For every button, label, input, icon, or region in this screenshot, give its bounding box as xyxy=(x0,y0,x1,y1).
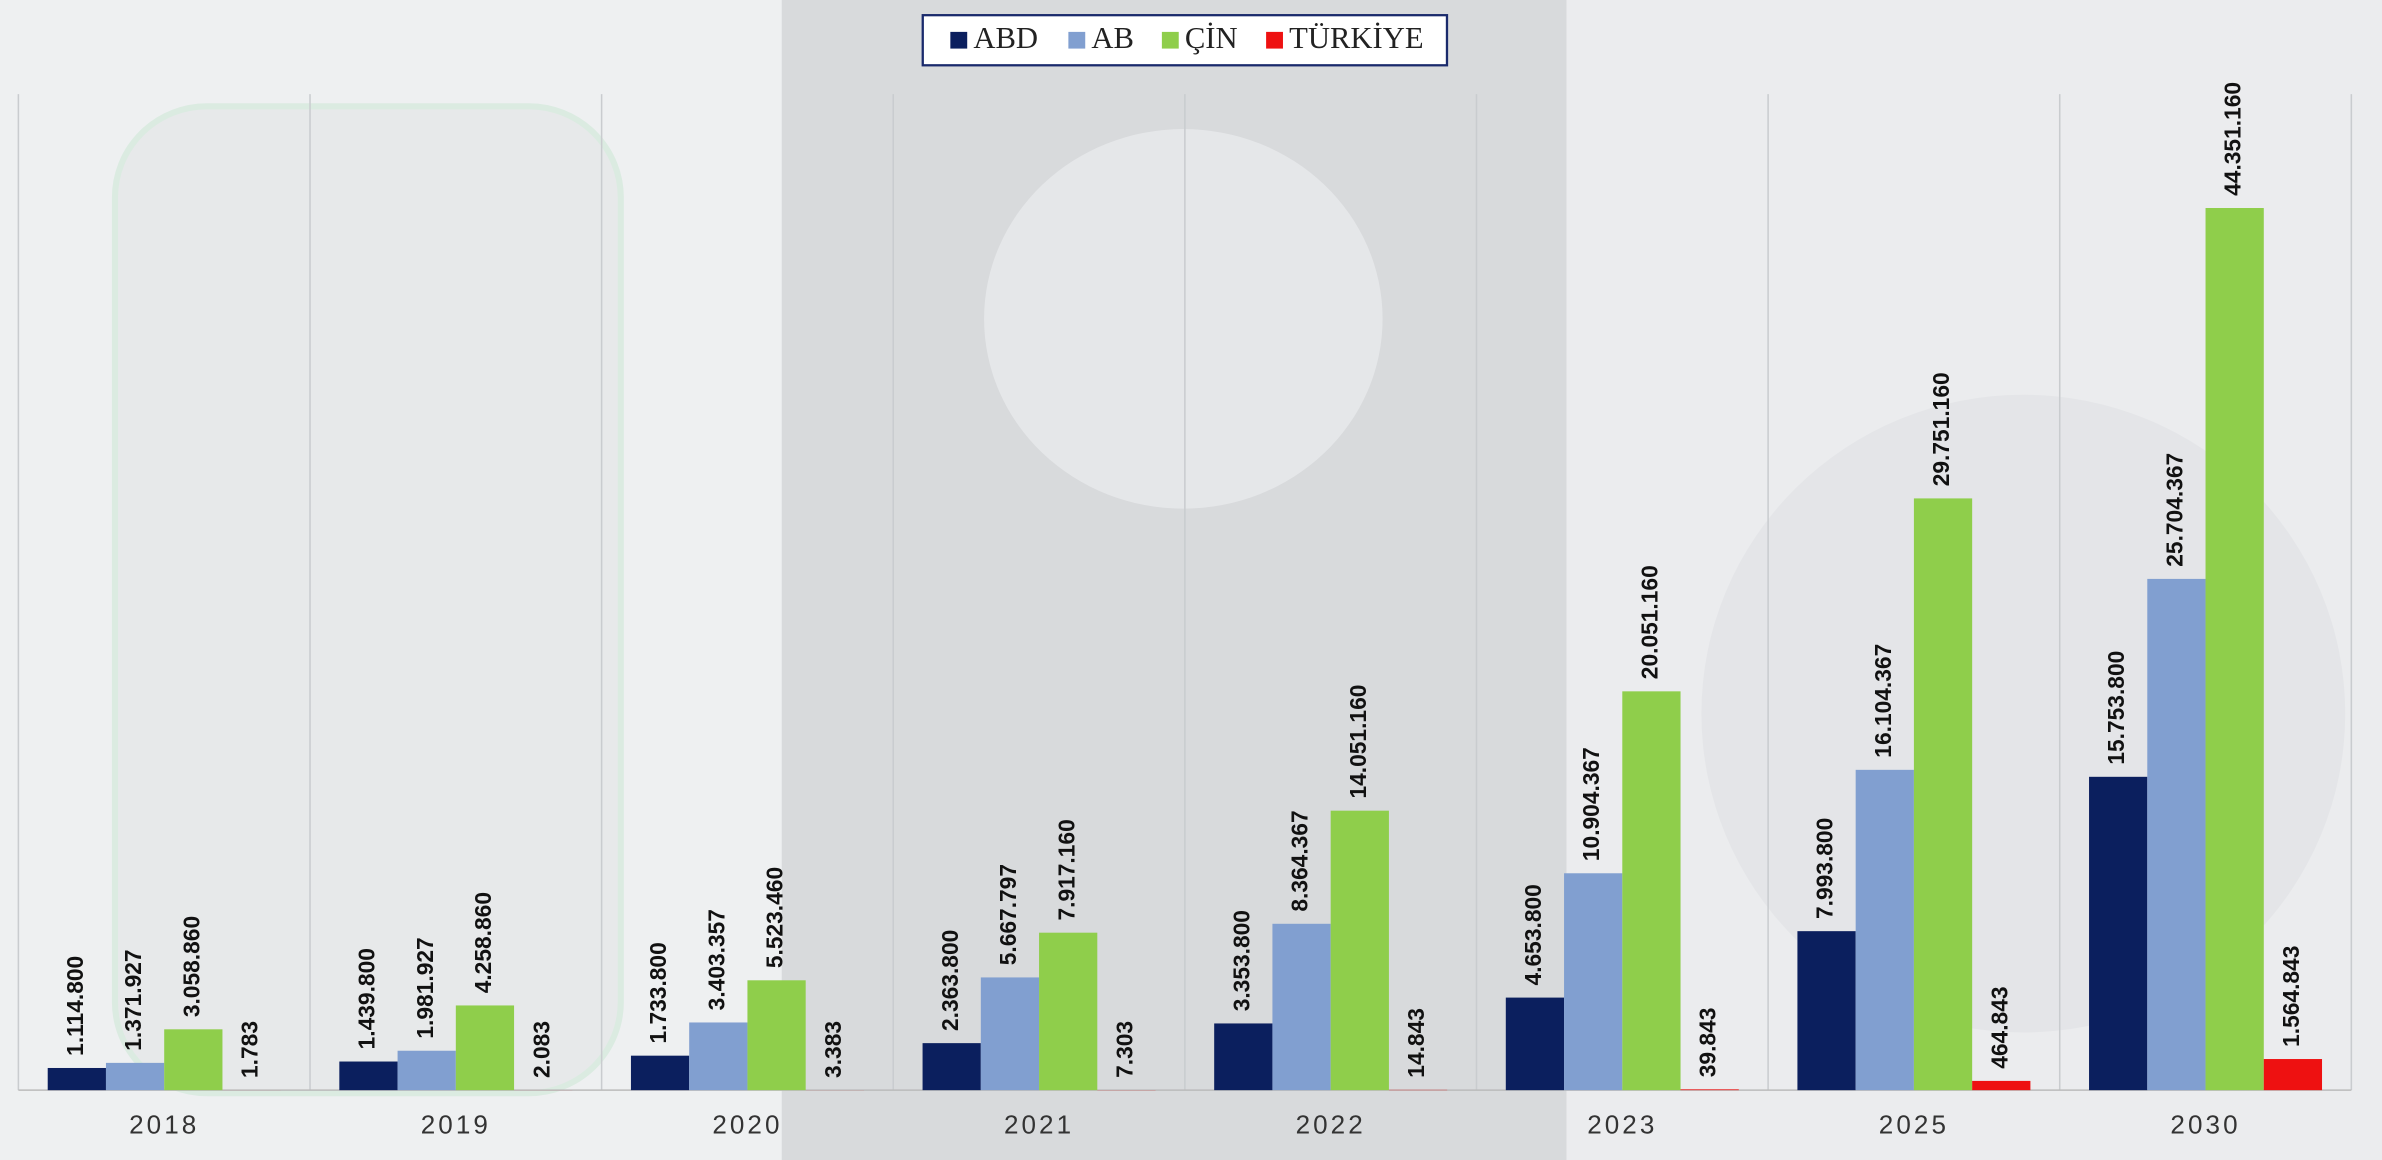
data-label: 29.751.160 xyxy=(1928,372,1954,486)
bar xyxy=(47,1067,106,1091)
data-label: 1.371.927 xyxy=(120,949,146,1050)
background-charger xyxy=(984,129,1383,509)
data-label: 20.051.160 xyxy=(1636,565,1662,679)
x-tick-label: 2020 xyxy=(712,1112,782,1140)
data-label: 4.258.860 xyxy=(470,892,496,993)
legend-swatch xyxy=(1068,31,1086,49)
bar xyxy=(105,1062,165,1091)
bar xyxy=(455,1005,515,1091)
data-label: 3.383 xyxy=(820,1021,846,1078)
x-tick-label: 2025 xyxy=(1879,1112,1949,1140)
bar xyxy=(922,1043,981,1091)
bar xyxy=(2147,578,2206,1091)
bar xyxy=(2089,776,2148,1091)
x-tick-label: 2021 xyxy=(1004,1112,1074,1140)
data-label: 5.523.460 xyxy=(762,867,788,968)
bar xyxy=(1505,997,1565,1091)
data-label: 1.733.800 xyxy=(645,942,671,1043)
bar xyxy=(339,1061,398,1091)
data-label: 15.753.800 xyxy=(2103,651,2129,765)
bar xyxy=(689,1022,748,1091)
bar xyxy=(2263,1059,2323,1091)
data-label: 1.114.800 xyxy=(62,956,88,1056)
data-label: 1.564.843 xyxy=(2278,946,2304,1047)
bar xyxy=(1797,931,1856,1091)
data-label: 10.904.367 xyxy=(1578,747,1604,861)
x-tick-label: 2018 xyxy=(129,1112,199,1140)
legend-swatch xyxy=(1161,31,1179,49)
bar xyxy=(164,1029,223,1091)
legend-box xyxy=(921,14,1449,67)
x-tick-label: 2022 xyxy=(1296,1112,1366,1140)
bar xyxy=(1855,769,1914,1091)
legend-swatch xyxy=(1266,31,1283,49)
data-label: 39.843 xyxy=(1695,1008,1721,1078)
data-label: 5.667.797 xyxy=(995,864,1021,965)
bar xyxy=(1039,932,1098,1091)
bar xyxy=(1214,1023,1273,1091)
legend-label: AB xyxy=(1091,21,1134,55)
data-label: 25.704.367 xyxy=(2161,453,2187,567)
data-label: 14.843 xyxy=(1403,1008,1429,1078)
bar xyxy=(1622,691,1681,1091)
bar xyxy=(2205,208,2264,1091)
data-label: 1.783 xyxy=(237,1021,263,1078)
bar xyxy=(1330,810,1389,1091)
x-tick-label: 2030 xyxy=(2170,1112,2240,1140)
bar xyxy=(980,977,1040,1091)
bar xyxy=(1913,498,1973,1091)
data-label: 464.843 xyxy=(1986,986,2012,1068)
data-label: 16.104.367 xyxy=(1870,644,1896,758)
bar xyxy=(630,1055,690,1091)
bar xyxy=(1272,923,1331,1091)
data-label: 7.917.160 xyxy=(1053,819,1079,920)
data-label: 7.993.800 xyxy=(1812,818,1838,919)
data-label: 3.353.800 xyxy=(1228,910,1254,1011)
data-label: 2.363.800 xyxy=(937,930,963,1031)
background-charger xyxy=(111,103,624,1097)
x-tick-label: 2019 xyxy=(421,1112,491,1140)
bar xyxy=(1972,1080,2031,1091)
bar xyxy=(1680,1089,1739,1091)
data-label: 3.403.357 xyxy=(703,909,729,1010)
legend-label: ABD xyxy=(973,21,1038,55)
data-label: 3.058.860 xyxy=(178,916,204,1017)
data-label: 7.303 xyxy=(1111,1021,1137,1078)
category-separators xyxy=(17,94,2353,1091)
legend-label: ÇİN xyxy=(1185,21,1238,55)
data-label: 4.653.800 xyxy=(1520,884,1546,985)
data-label: 1.981.927 xyxy=(412,937,438,1038)
bar xyxy=(747,980,806,1091)
data-label: 2.083 xyxy=(528,1021,554,1078)
bar xyxy=(1564,873,1623,1091)
data-label: 44.351.160 xyxy=(2220,82,2246,196)
data-label: 1.439.800 xyxy=(353,948,379,1049)
bar xyxy=(397,1050,456,1091)
legend-label: TÜRKİYE xyxy=(1289,21,1423,55)
legend-swatch xyxy=(950,31,968,49)
data-label: 14.051.160 xyxy=(1345,685,1371,799)
x-tick-label: 2023 xyxy=(1587,1112,1657,1140)
data-label: 8.364.367 xyxy=(1287,810,1313,911)
